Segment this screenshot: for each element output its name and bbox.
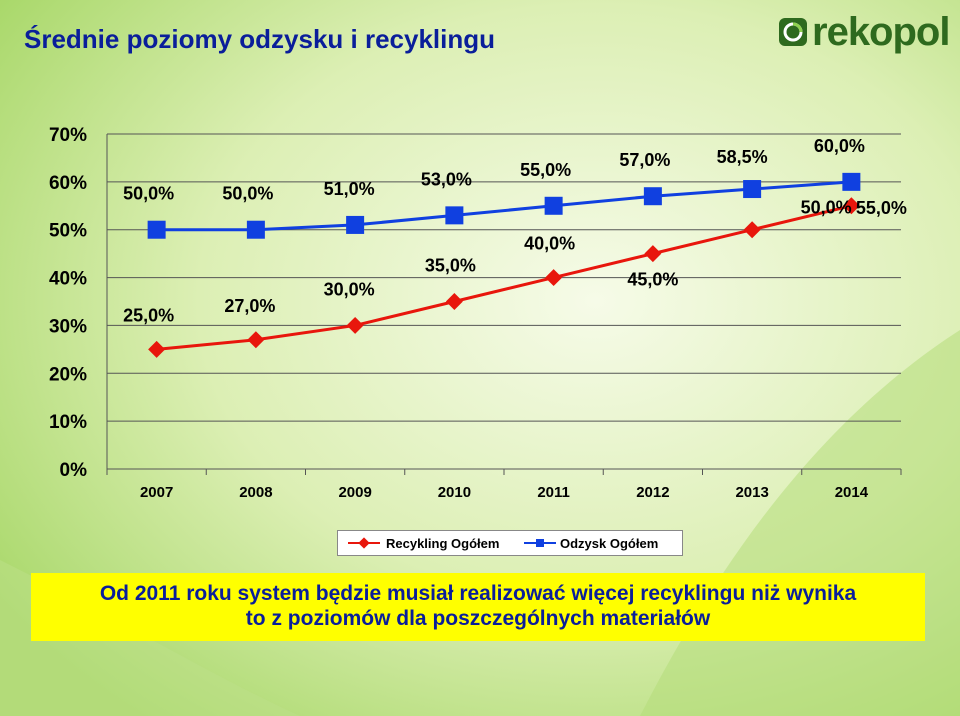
legend-recovery-label: Odzysk Ogółem (560, 536, 658, 551)
recovery-data-label: 58,5% (717, 147, 768, 167)
y-tick-label: 20% (49, 364, 87, 385)
logo-mark-icon (779, 18, 807, 46)
recovery-marker (743, 180, 762, 199)
recycling-marker (842, 197, 860, 215)
recovery-marker (147, 220, 166, 239)
x-tick-label: 2011 (537, 484, 570, 501)
y-tick-label: 70% (49, 125, 87, 146)
recycling-line (156, 204, 852, 351)
recovery-data-label: 57,0% (619, 150, 670, 170)
x-tick-label: 2012 (636, 484, 669, 501)
y-tick-label: 60% (49, 173, 87, 194)
recycling-data-label: 30,0% (324, 279, 375, 299)
recovery-marker (246, 220, 265, 239)
recovery-line (156, 180, 852, 232)
recycling-data-label: 45,0% (627, 270, 678, 290)
recovery-data-label: 50,0% (222, 184, 273, 204)
recycling-marker (743, 221, 761, 239)
recycling-data-label: 55,0% (856, 198, 907, 218)
logo-text: rekopol (812, 10, 950, 54)
x-tick-label: 2007 (140, 484, 173, 501)
recycling-data-label: 50,0% (801, 198, 852, 218)
chart-legend: Recykling Ogółem Odzysk Ogółem (337, 530, 683, 556)
legend-recycling-marker (358, 537, 370, 549)
info-banner: Od 2011 roku system będzie musiał realiz… (31, 573, 925, 641)
recovery-marker (346, 215, 365, 234)
banner-line-2: to z poziomów dla poszczególnych materia… (245, 607, 711, 630)
page-title: Średnie poziomy odzysku i recyklingu (24, 24, 496, 54)
recovery-marker (544, 196, 563, 215)
recovery-marker (643, 187, 662, 206)
recovery-marker (842, 172, 861, 191)
banner-line-1: Od 2011 roku system będzie musiał realiz… (99, 582, 857, 605)
legend-recovery-marker (536, 539, 544, 547)
recycling-data-label: 40,0% (524, 234, 575, 254)
recovery-marker (445, 206, 464, 225)
recovery-data-label: 51,0% (324, 179, 375, 199)
legend-recycling-label: Recykling Ogółem (386, 536, 499, 551)
recycling-marker (247, 331, 265, 349)
y-tick-label: 0% (60, 460, 88, 481)
y-tick-label: 50% (49, 221, 87, 242)
x-tick-label: 2009 (338, 484, 371, 501)
y-tick-label: 10% (49, 412, 87, 433)
x-tick-label: 2013 (735, 484, 768, 501)
y-tick-label: 30% (49, 316, 87, 337)
recovery-data-label: 53,0% (421, 169, 472, 189)
recycling-marker (445, 293, 463, 310)
recycling-data-label: 27,0% (224, 296, 275, 316)
x-tick-label: 2014 (835, 484, 869, 501)
recovery-data-label: 60,0% (814, 136, 865, 156)
recovery-data-label: 55,0% (520, 160, 571, 180)
y-tick-label: 40% (49, 269, 87, 290)
recycling-marker (644, 245, 662, 263)
company-logo: rekopol (778, 10, 950, 54)
recycling-data-label: 35,0% (425, 256, 476, 276)
recycling-marker (545, 269, 563, 287)
recovery-data-label: 50,0% (123, 184, 174, 204)
recycling-data-label: 25,0% (123, 305, 174, 325)
x-tick-label: 2008 (239, 484, 272, 501)
recycling-marker (148, 340, 166, 358)
recycling-marker (346, 316, 364, 334)
x-tick-label: 2010 (438, 484, 471, 501)
